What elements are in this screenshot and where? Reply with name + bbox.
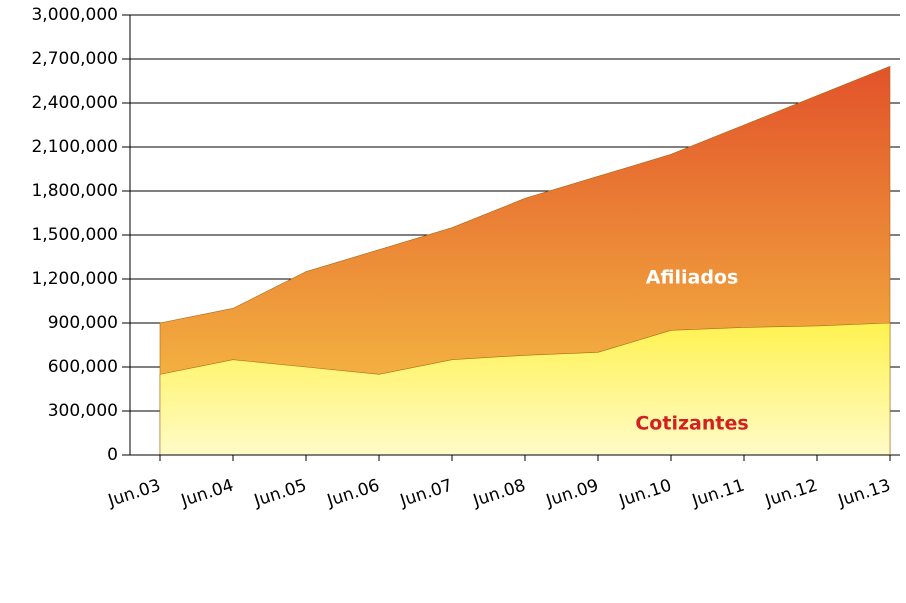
x-tick-label: Jun.07 <box>397 475 455 511</box>
x-tick-label: Jun.10 <box>616 475 674 511</box>
y-tick-label: 900,000 <box>48 313 118 333</box>
x-tick-label: Jun.13 <box>835 475 893 511</box>
x-tick-label: Jun.08 <box>470 475 528 511</box>
x-tick-label: Jun.06 <box>324 475 382 511</box>
y-tick-label: 2,100,000 <box>31 137 118 157</box>
x-tick-label: Jun.12 <box>762 475 820 511</box>
y-tick-label: 1,800,000 <box>31 181 118 201</box>
area <box>159 322 891 456</box>
x-tick-label: Jun.04 <box>178 475 236 511</box>
x-tick-label: Jun.11 <box>689 475 747 511</box>
y-tick-label: 0 <box>107 445 118 465</box>
x-tick-label: Jun.05 <box>251 475 309 511</box>
y-tick-label: 1,200,000 <box>31 269 118 289</box>
y-tick-label: 1,500,000 <box>31 225 118 245</box>
series-label: Afiliados <box>646 267 739 289</box>
y-tick-label: 300,000 <box>48 401 118 421</box>
x-tick-label: Jun.03 <box>105 475 163 511</box>
y-tick-label: 3,000,000 <box>31 5 118 25</box>
series-label: Cotizantes <box>635 413 748 435</box>
y-tick-label: 600,000 <box>48 357 118 377</box>
y-tick-label: 2,400,000 <box>31 93 118 113</box>
x-tick-label: Jun.09 <box>543 475 601 511</box>
y-tick-label: 2,700,000 <box>31 49 118 69</box>
